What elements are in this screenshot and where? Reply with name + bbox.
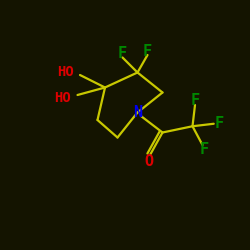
Text: HO: HO [54,90,71,104]
Text: F: F [214,116,223,131]
Text: F: F [143,44,152,59]
Text: O: O [144,154,153,169]
Text: F: F [199,142,208,157]
Text: F: F [118,46,127,61]
Text: HO: HO [57,66,74,80]
Text: F: F [190,93,200,108]
Text: N: N [133,105,142,120]
